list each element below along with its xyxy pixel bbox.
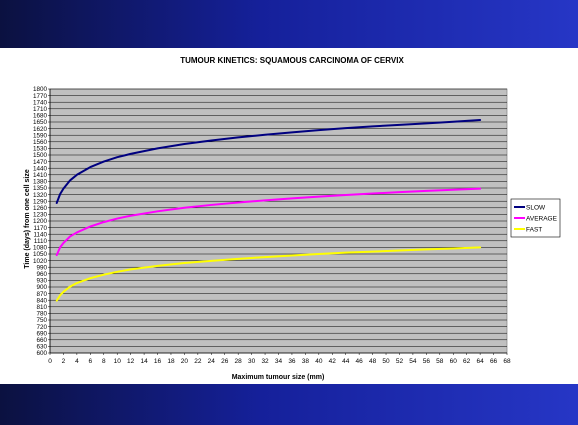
y-tick-label: 1080: [33, 245, 48, 252]
x-tick-label: 28: [235, 358, 243, 365]
y-tick-label: 1320: [33, 192, 48, 199]
y-tick-label: 1290: [33, 198, 48, 205]
y-tick-label: 900: [36, 284, 47, 291]
y-tick-label: 1740: [33, 99, 48, 106]
x-tick-label: 32: [261, 358, 269, 365]
x-tick-label: 58: [436, 358, 444, 365]
y-tick-label: 1770: [33, 93, 48, 100]
x-tick-label: 36: [288, 358, 296, 365]
x-tick-label: 2: [62, 358, 66, 365]
legend: SLOW AVERAGE FAST: [510, 198, 561, 238]
y-tick-label: 870: [36, 291, 47, 298]
y-tick-label: 840: [36, 297, 47, 304]
y-tick-label: 1710: [33, 106, 48, 113]
x-tick-label: 12: [127, 358, 135, 365]
y-tick-label: 1350: [33, 185, 48, 192]
y-tick-label: 750: [36, 317, 47, 324]
x-tick-label: 26: [221, 358, 229, 365]
x-tick-label: 46: [356, 358, 364, 365]
header-band: [0, 0, 578, 48]
x-tick-label: 18: [167, 358, 175, 365]
x-tick-label: 8: [102, 358, 106, 365]
x-tick-label: 50: [382, 358, 390, 365]
y-tick-label: 660: [36, 337, 47, 344]
x-tick-label: 24: [208, 358, 216, 365]
x-tick-label: 42: [329, 358, 337, 365]
x-tick-label: 62: [463, 358, 471, 365]
y-tick-label: 930: [36, 278, 47, 285]
x-tick-label: 52: [396, 358, 404, 365]
x-tick-label: 60: [450, 358, 458, 365]
y-tick-label: 1440: [33, 165, 48, 172]
x-tick-label: 34: [275, 358, 283, 365]
series-lines: [55, 119, 482, 302]
y-tick-label: 1650: [33, 119, 48, 126]
x-tick-label: 0: [48, 358, 52, 365]
y-tick-label: 690: [36, 330, 47, 337]
x-tick-label: 40: [315, 358, 323, 365]
y-tick-label: 780: [36, 311, 47, 318]
chart-title: TUMOUR KINETICS: SQUAMOUS CARCINOMA OF C…: [180, 56, 404, 65]
footer-band: [0, 384, 578, 425]
x-tick-label: 44: [342, 358, 350, 365]
x-tick-label: 38: [302, 358, 310, 365]
y-tick-label: 1110: [34, 238, 48, 245]
x-tick-label: 10: [114, 358, 122, 365]
x-tick-label: 64: [477, 358, 485, 365]
y-axis-ticks: 6006306606907207507808108408709009309609…: [33, 86, 50, 357]
y-tick-label: 1200: [33, 218, 48, 225]
y-tick-label: 720: [36, 324, 47, 331]
y-tick-label: 1530: [33, 146, 48, 153]
x-tick-label: 54: [409, 358, 417, 365]
x-tick-label: 56: [423, 358, 431, 365]
chart-svg: TUMOUR KINETICS: SQUAMOUS CARCINOMA OF C…: [24, 56, 561, 381]
x-tick-label: 30: [248, 358, 256, 365]
chart-area: TUMOUR KINETICS: SQUAMOUS CARCINOMA OF C…: [14, 48, 564, 384]
y-tick-label: 1800: [33, 86, 48, 93]
x-tick-label: 20: [181, 358, 189, 365]
series-line-slow: [55, 119, 482, 204]
y-tick-label: 1230: [33, 212, 48, 219]
y-tick-label: 1470: [33, 159, 48, 166]
x-axis-ticks: 0 2 4 6 8 10 12 14 16 18 20 22 24 26 28 30 32 34 36 38 40 42 4…: [48, 353, 511, 365]
x-tick-label: 4: [75, 358, 79, 365]
legend-label: SLOW: [526, 204, 546, 211]
series-line-fast: [55, 246, 482, 302]
y-tick-label: 1050: [33, 251, 48, 258]
y-axis-title: Time (days) from one cell size: [24, 169, 31, 269]
y-tick-label: 960: [36, 271, 47, 278]
y-tick-label: 1500: [33, 152, 48, 159]
x-tick-label: 14: [140, 358, 148, 365]
y-tick-label: 1140: [33, 231, 47, 238]
y-tick-label: 1560: [33, 139, 48, 146]
y-tick-label: 630: [36, 344, 47, 351]
y-tick-label: 1170: [33, 225, 47, 232]
x-tick-label: 6: [89, 358, 93, 365]
y-tick-label: 1680: [33, 113, 48, 120]
y-tick-label: 600: [36, 350, 47, 357]
y-tick-label: 1410: [33, 172, 48, 179]
y-tick-label: 1380: [33, 179, 48, 186]
x-tick-label: 22: [194, 358, 202, 365]
legend-label: AVERAGE: [526, 215, 558, 222]
x-axis-title: Maximum tumour size (mm): [232, 374, 325, 381]
y-tick-label: 1260: [33, 205, 48, 212]
x-tick-label: 68: [503, 358, 511, 365]
y-tick-label: 1620: [33, 126, 48, 133]
x-tick-label: 48: [369, 358, 377, 365]
y-tick-label: 1020: [33, 258, 48, 265]
y-tick-label: 1590: [33, 132, 48, 139]
series-line-average: [55, 187, 482, 257]
y-tick-label: 810: [36, 304, 47, 311]
grid-lines: [49, 88, 507, 354]
y-tick-label: 990: [36, 264, 47, 271]
legend-label: FAST: [526, 226, 542, 233]
x-tick-label: 16: [154, 358, 162, 365]
x-tick-label: 66: [490, 358, 498, 365]
